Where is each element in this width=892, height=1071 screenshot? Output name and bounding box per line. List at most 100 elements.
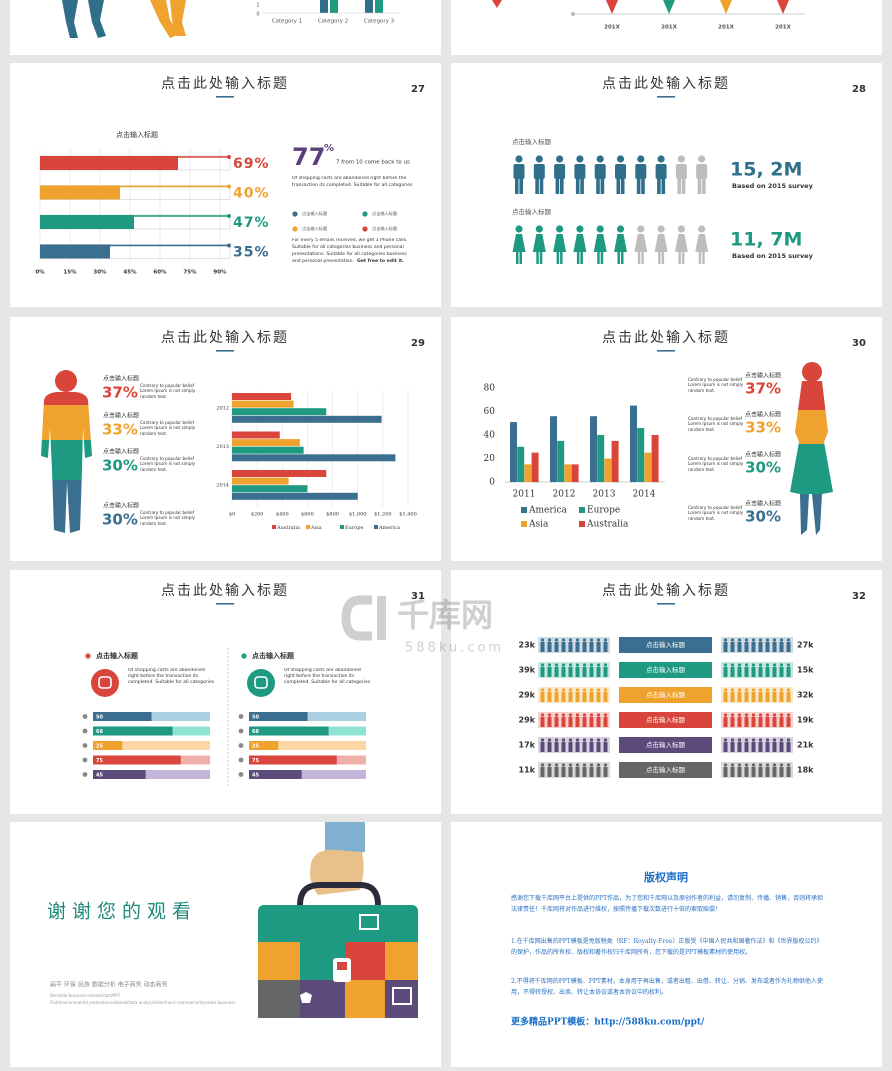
legend-label: America	[528, 506, 568, 516]
person-icon-head	[604, 738, 607, 741]
person-icon-head	[597, 225, 604, 232]
person-icon-body	[574, 164, 585, 179]
person-icon-body	[541, 692, 545, 702]
row-icon	[239, 729, 244, 734]
bar	[232, 454, 395, 461]
person-icon-body	[583, 692, 587, 702]
person-icon-head	[745, 688, 748, 691]
person-icon-body	[562, 767, 566, 777]
person-icon-head	[698, 225, 705, 232]
person-icon-body	[604, 667, 608, 677]
copyright-paragraph-box: 2.不得将千库网的PPT模板、PPT素材，本身用于再出售，或者出租、出借、转让、…	[511, 976, 825, 1006]
person-icon-body	[759, 642, 763, 652]
person-icon-body	[548, 667, 552, 677]
row-value: 21k	[797, 741, 814, 750]
person-icon-body	[752, 642, 756, 652]
person-icon-body	[597, 742, 601, 752]
person-heading: 点击输入标题	[745, 411, 781, 419]
person-text-box: Contrary to popular belief Lorem Ipsum i…	[688, 377, 744, 399]
thanks-title: 谢谢您的观看	[47, 901, 197, 923]
person-icon-body	[696, 164, 707, 179]
person-icon-head	[787, 738, 790, 741]
person-icon-leg	[515, 177, 519, 194]
slide-number: 30	[852, 338, 866, 349]
person-icon-head	[731, 638, 734, 641]
row-heading: 点击输入标题	[512, 137, 552, 146]
person-icon-body	[766, 742, 770, 752]
person-icon-body	[597, 667, 601, 677]
column-heading: 点击输入标题	[252, 651, 295, 660]
person-icon-body	[597, 692, 601, 702]
person-text: Contrary to popular belief Lorem Ipsum i…	[140, 383, 202, 399]
person-icon-head	[555, 638, 558, 641]
person-text-box: Contrary to popular belief Lorem Ipsum i…	[140, 420, 202, 442]
heading-dot	[241, 653, 246, 658]
person-icon-leg	[520, 251, 523, 264]
x-tick-label: 2013	[593, 490, 616, 500]
person-icon-body	[745, 692, 749, 702]
bar	[232, 432, 280, 439]
person-icon-body	[583, 642, 587, 652]
person-icon-head	[780, 763, 783, 766]
person-icon-head	[773, 713, 776, 716]
person-icon-body	[738, 667, 742, 677]
person-icon-leg	[682, 177, 686, 194]
person-icon-body	[562, 692, 566, 702]
x-tick-label: 201X	[775, 25, 791, 31]
person-icon-leg	[658, 251, 661, 264]
value-label: 75	[96, 758, 103, 764]
x-tick-label: 60%	[153, 270, 167, 276]
row-value: 39k	[519, 666, 536, 675]
person-icon-head	[541, 713, 544, 716]
person-icon-head	[738, 638, 741, 641]
bar	[249, 727, 329, 736]
person-icon-leg	[580, 251, 583, 264]
person-heading: 点击输入标题	[103, 448, 139, 456]
person-icon-head	[766, 638, 769, 641]
person-icon-leg	[519, 177, 523, 194]
person-icon-body	[766, 717, 770, 727]
y-tick-label: 1	[256, 3, 259, 9]
person-icon-leg	[621, 177, 625, 194]
person-icon-body	[773, 692, 777, 702]
person-icon-body	[554, 164, 565, 179]
person-icon-head	[515, 155, 522, 162]
value-label: 25	[96, 744, 103, 750]
y-tick-label: 0	[256, 12, 259, 18]
person-icon-head	[745, 663, 748, 666]
person-icon-body	[604, 767, 608, 777]
person-percent: 37%	[745, 380, 781, 398]
person-icon-body	[569, 642, 573, 652]
bar	[249, 756, 337, 765]
person-icon-leg	[540, 251, 543, 264]
person-icon-head	[738, 763, 741, 766]
person-icon-body	[752, 692, 756, 702]
x-tick-label: $800	[326, 512, 339, 518]
bar	[572, 464, 579, 482]
person-icon-body	[676, 164, 687, 179]
person-icon-body	[724, 642, 728, 652]
person-icon-head	[738, 663, 741, 666]
value-label: 45	[252, 773, 259, 779]
row-label: 点击输入标题	[646, 665, 686, 674]
person-heading: 点击输入标题	[745, 500, 781, 508]
person-icon-body	[731, 692, 735, 702]
person-icon-head	[556, 225, 563, 232]
person-icon-body	[759, 767, 763, 777]
person-icon-head	[731, 738, 734, 741]
x-tick-label: $400	[276, 512, 289, 518]
person-icon-leg	[540, 177, 544, 194]
person-icon-body	[562, 717, 566, 727]
legend-marker	[306, 525, 310, 529]
title-underline	[657, 96, 675, 98]
person-icon-head	[548, 763, 551, 766]
x-tick-label: 2014	[633, 490, 656, 500]
person-icon-head	[724, 688, 727, 691]
person-icon-body	[555, 717, 559, 727]
legend-label: 点击输入标题	[372, 210, 398, 217]
copyright-title: 版权声明	[644, 870, 688, 884]
person-icon-head	[597, 155, 604, 162]
person-icon-body	[724, 717, 728, 727]
person-icon-body	[766, 667, 770, 677]
